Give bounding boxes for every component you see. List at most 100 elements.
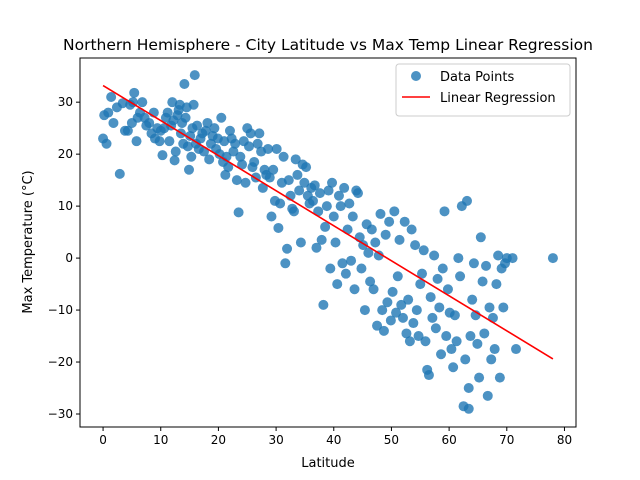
data-point (235, 151, 246, 162)
data-point (137, 97, 148, 108)
data-point (463, 383, 474, 394)
data-point (266, 211, 277, 222)
data-point (108, 117, 119, 128)
data-point (547, 253, 558, 264)
data-point (396, 299, 407, 310)
data-point (318, 299, 329, 310)
data-point (295, 237, 306, 248)
data-point (263, 143, 274, 154)
data-point (106, 91, 117, 102)
data-point (228, 146, 239, 157)
chart-title: Northern Hemisphere - City Latitude vs M… (63, 36, 593, 54)
data-point (271, 143, 282, 154)
data-point (442, 284, 453, 295)
data-point (423, 370, 434, 381)
data-point (233, 207, 244, 218)
data-point (273, 222, 284, 233)
data-point (313, 206, 324, 217)
data-point (101, 138, 112, 149)
data-point (342, 224, 353, 235)
data-point (240, 177, 251, 188)
y-tick-label: 30 (58, 95, 73, 109)
data-point (184, 164, 195, 175)
scatter-points (98, 70, 558, 414)
data-point (427, 312, 438, 323)
data-point (182, 141, 193, 152)
data-point (299, 177, 310, 188)
data-point (455, 271, 466, 282)
data-point (420, 336, 431, 347)
data-point (392, 271, 403, 282)
data-point (460, 354, 471, 365)
y-axis-ticks: −30 −20 −10 0 10 20 30 (48, 95, 80, 421)
x-tick-label: 10 (153, 433, 168, 447)
data-point (185, 130, 196, 141)
data-point (491, 279, 502, 290)
data-point (475, 232, 486, 243)
data-point (415, 279, 426, 290)
data-point (380, 229, 391, 240)
data-point (231, 175, 242, 186)
x-axis-ticks: 0 10 20 30 40 50 60 70 80 (99, 427, 572, 447)
data-point (439, 206, 450, 217)
data-point (224, 125, 235, 136)
data-point (332, 279, 343, 290)
data-point (373, 250, 384, 261)
data-point (131, 136, 142, 147)
data-point (162, 107, 173, 118)
x-tick-label: 80 (557, 433, 572, 447)
x-tick-label: 30 (268, 433, 283, 447)
data-point (323, 185, 334, 196)
y-tick-label: 20 (58, 147, 73, 161)
plot-frame (79, 57, 577, 428)
data-point (290, 154, 301, 165)
data-point (169, 155, 180, 166)
data-point (321, 201, 332, 212)
y-tick-label: −10 (48, 303, 73, 317)
data-point (384, 216, 395, 227)
data-point (200, 125, 211, 136)
y-tick-label: 10 (58, 199, 73, 213)
data-point (243, 141, 254, 152)
data-point (275, 198, 286, 209)
data-point (437, 263, 448, 274)
data-point (489, 344, 500, 355)
data-point (103, 107, 114, 118)
data-point (327, 177, 338, 188)
x-tick-label: 50 (384, 433, 399, 447)
data-point (294, 185, 305, 196)
data-point (406, 224, 417, 235)
data-point (352, 188, 363, 199)
data-point (394, 234, 405, 245)
data-point (356, 263, 367, 274)
data-point (468, 258, 479, 269)
data-point (223, 162, 234, 173)
data-point (486, 354, 497, 365)
data-point (129, 87, 140, 98)
data-point (399, 216, 410, 227)
legend-label-data-points: Data Points (440, 70, 514, 85)
data-point (397, 312, 408, 323)
regression-line (102, 84, 554, 360)
data-point (410, 240, 421, 251)
data-point (382, 297, 393, 308)
y-tick-label: −20 (48, 355, 73, 369)
data-point (188, 99, 199, 110)
data-point (363, 247, 374, 258)
data-point (282, 243, 293, 254)
data-point (339, 182, 350, 193)
data-point (507, 253, 518, 264)
data-point (387, 286, 398, 297)
data-point (479, 328, 490, 339)
x-tick-label: 40 (326, 433, 341, 447)
x-tick-label: 60 (441, 433, 456, 447)
data-point (465, 331, 476, 342)
data-point (463, 403, 474, 414)
data-point (403, 294, 414, 305)
data-point (349, 284, 360, 295)
data-point (280, 258, 291, 269)
data-point (314, 188, 325, 199)
data-point (122, 125, 133, 136)
x-tick-label: 20 (211, 433, 226, 447)
